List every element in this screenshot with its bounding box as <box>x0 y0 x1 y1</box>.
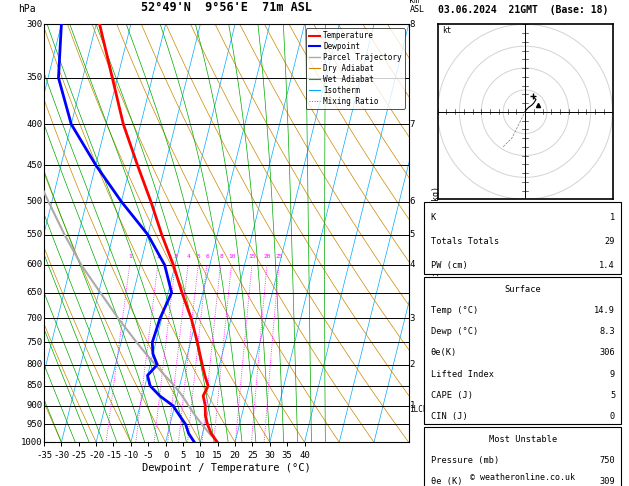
Legend: Temperature, Dewpoint, Parcel Trajectory, Dry Adiabat, Wet Adiabat, Isotherm, Mi: Temperature, Dewpoint, Parcel Trajectory… <box>306 28 405 109</box>
Text: PW (cm): PW (cm) <box>431 261 467 270</box>
Text: 9: 9 <box>610 370 615 379</box>
Text: kt: kt <box>442 26 451 35</box>
Text: Lifted Index: Lifted Index <box>431 370 494 379</box>
Text: 0: 0 <box>610 412 615 421</box>
Text: 300: 300 <box>26 20 42 29</box>
Text: 850: 850 <box>26 382 42 390</box>
Text: 25: 25 <box>276 254 283 259</box>
Text: 2: 2 <box>157 254 160 259</box>
Text: 5: 5 <box>409 230 415 239</box>
Text: hPa: hPa <box>18 4 36 14</box>
Text: 800: 800 <box>26 360 42 369</box>
Text: 1.4: 1.4 <box>599 261 615 270</box>
Text: Mixing Ratio (g/kg): Mixing Ratio (g/kg) <box>432 186 442 281</box>
Text: 3: 3 <box>409 314 415 323</box>
Text: 1: 1 <box>409 401 415 410</box>
Bar <box>425 202 621 274</box>
Text: km
ASL: km ASL <box>409 0 425 14</box>
Text: CAPE (J): CAPE (J) <box>431 391 473 400</box>
Text: 900: 900 <box>26 401 42 410</box>
Text: θe(K): θe(K) <box>431 348 457 357</box>
Text: 29: 29 <box>604 237 615 246</box>
Text: 1000: 1000 <box>21 438 42 447</box>
Text: Totals Totals: Totals Totals <box>431 237 499 246</box>
Text: 950: 950 <box>26 420 42 429</box>
Text: 5: 5 <box>197 254 201 259</box>
Text: Dewp (°C): Dewp (°C) <box>431 327 478 336</box>
Text: 1: 1 <box>129 254 132 259</box>
Text: 4: 4 <box>409 260 415 269</box>
Text: 400: 400 <box>26 120 42 129</box>
Text: 700: 700 <box>26 314 42 323</box>
Text: 6: 6 <box>206 254 209 259</box>
Text: CIN (J): CIN (J) <box>431 412 467 421</box>
X-axis label: Dewpoint / Temperature (°C): Dewpoint / Temperature (°C) <box>142 463 311 473</box>
Text: 1LCL: 1LCL <box>409 405 428 414</box>
Bar <box>425 277 621 424</box>
Text: 8: 8 <box>220 254 223 259</box>
Text: Surface: Surface <box>504 285 542 294</box>
Text: 14.9: 14.9 <box>594 306 615 314</box>
Text: 4: 4 <box>187 254 191 259</box>
Text: 8: 8 <box>409 20 415 29</box>
Text: K: K <box>431 213 436 222</box>
Text: 600: 600 <box>26 260 42 269</box>
Text: 350: 350 <box>26 73 42 82</box>
Bar <box>425 427 621 486</box>
Text: 15: 15 <box>248 254 256 259</box>
Text: 450: 450 <box>26 160 42 170</box>
Text: 20: 20 <box>264 254 271 259</box>
Text: 1: 1 <box>610 213 615 222</box>
Text: 03.06.2024  21GMT  (Base: 18): 03.06.2024 21GMT (Base: 18) <box>438 5 608 15</box>
Text: θe (K): θe (K) <box>431 477 462 486</box>
Text: 550: 550 <box>26 230 42 239</box>
Text: 309: 309 <box>599 477 615 486</box>
Text: 10: 10 <box>228 254 236 259</box>
Text: 650: 650 <box>26 288 42 297</box>
Text: Temp (°C): Temp (°C) <box>431 306 478 314</box>
Text: © weatheronline.co.uk: © weatheronline.co.uk <box>470 473 576 482</box>
Text: 750: 750 <box>26 338 42 347</box>
Text: 750: 750 <box>599 455 615 465</box>
Text: Most Unstable: Most Unstable <box>489 435 557 444</box>
Text: 306: 306 <box>599 348 615 357</box>
Text: 8.3: 8.3 <box>599 327 615 336</box>
Text: 5: 5 <box>610 391 615 400</box>
Text: 7: 7 <box>409 120 415 129</box>
Text: 6: 6 <box>409 197 415 206</box>
Text: 3: 3 <box>174 254 178 259</box>
Text: 2: 2 <box>409 360 415 369</box>
Text: Pressure (mb): Pressure (mb) <box>431 455 499 465</box>
Text: 52°49'N  9°56'E  71m ASL: 52°49'N 9°56'E 71m ASL <box>141 1 312 14</box>
Text: 500: 500 <box>26 197 42 206</box>
